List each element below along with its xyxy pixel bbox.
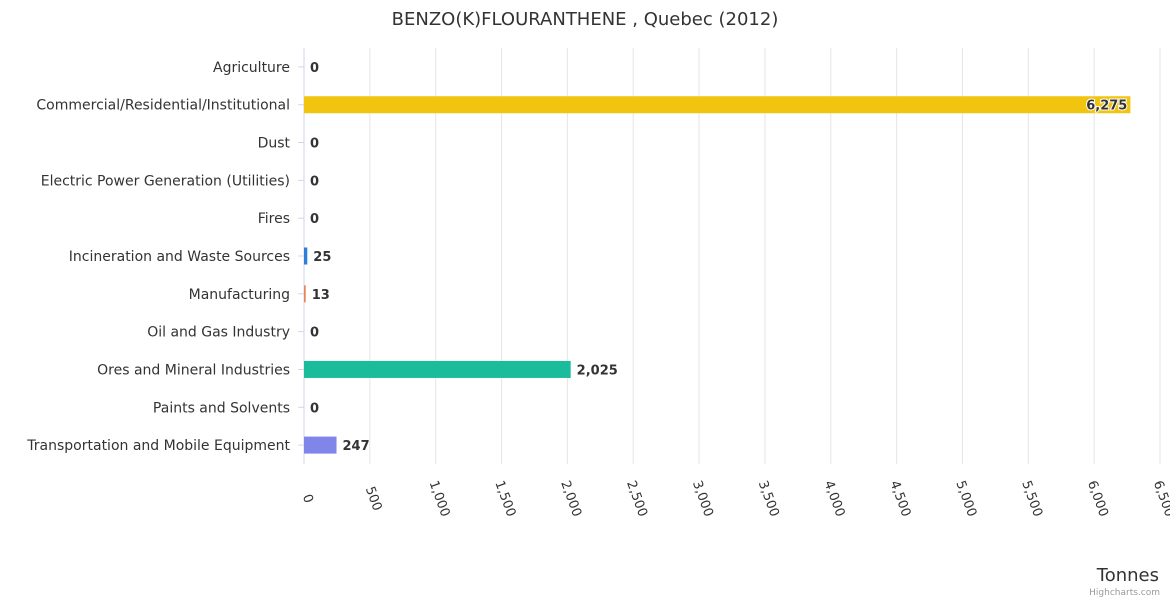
chart-title: BENZO(K)FLOURANTHENE , Quebec (2012): [392, 9, 779, 30]
category-label: Electric Power Generation (Utilities): [41, 173, 290, 189]
tick-label: 4,000: [821, 479, 848, 519]
category-label: Fires: [258, 211, 290, 227]
tick-label: 5,500: [1018, 479, 1045, 519]
data-label: 6,275: [1086, 99, 1127, 114]
tick-label: 0: [299, 492, 316, 505]
data-label: 13: [312, 288, 330, 303]
tick-label: 1,500: [491, 479, 518, 519]
data-label: 0: [310, 61, 319, 76]
category-label: Dust: [258, 136, 291, 152]
category-labels: Agriculture Commercial/Residential/Instit…: [26, 60, 290, 454]
bar[interactable]: [304, 96, 1131, 114]
category-label: Commercial/Residential/Institutional: [36, 98, 290, 114]
category-label: Paints and Solvents: [153, 400, 290, 416]
tick-label: 2,500: [623, 479, 650, 519]
category-label: Agriculture: [213, 60, 290, 76]
data-label: 2,025: [577, 363, 618, 378]
tick-labels: 0 500 1,000 1,500 2,000 2,500 3,000 3,500 4,000 4…: [299, 479, 1170, 519]
grid-lines: [298, 48, 1161, 464]
bar[interactable]: [304, 285, 306, 303]
bar[interactable]: [304, 360, 571, 378]
data-label: 0: [310, 326, 319, 341]
tick-label: 5,000: [952, 479, 979, 519]
credits-link[interactable]: Highcharts.com: [1089, 588, 1160, 598]
tick-label: 3,000: [689, 479, 716, 519]
data-labels: 0 6,275 0 0 0 25 13 0 2,025 0 247: [310, 61, 1128, 454]
category-label: Manufacturing: [189, 287, 290, 303]
tick-label: 1,000: [426, 479, 453, 519]
bar[interactable]: [304, 436, 337, 454]
x-axis-title: Tonnes: [1096, 565, 1159, 586]
tick-label: 6,000: [1084, 479, 1111, 519]
bars: [304, 96, 1131, 454]
tick-label: 3,500: [755, 479, 782, 519]
tick-label: 4,500: [886, 479, 913, 519]
category-label: Incineration and Waste Sources: [69, 249, 290, 265]
tick-label: 6,500: [1150, 479, 1170, 519]
category-label: Ores and Mineral Industries: [97, 362, 290, 378]
category-label: Transportation and Mobile Equipment: [26, 438, 290, 454]
data-label: 0: [310, 212, 319, 227]
data-label: 0: [310, 401, 319, 416]
data-label: 0: [310, 137, 319, 152]
data-label: 0: [310, 174, 319, 189]
tick-label: 2,000: [557, 479, 584, 519]
bar[interactable]: [304, 247, 308, 265]
category-label: Oil and Gas Industry: [147, 325, 290, 341]
data-label: 25: [313, 250, 331, 265]
tick-label: 500: [362, 485, 385, 513]
data-label: 247: [343, 439, 370, 454]
